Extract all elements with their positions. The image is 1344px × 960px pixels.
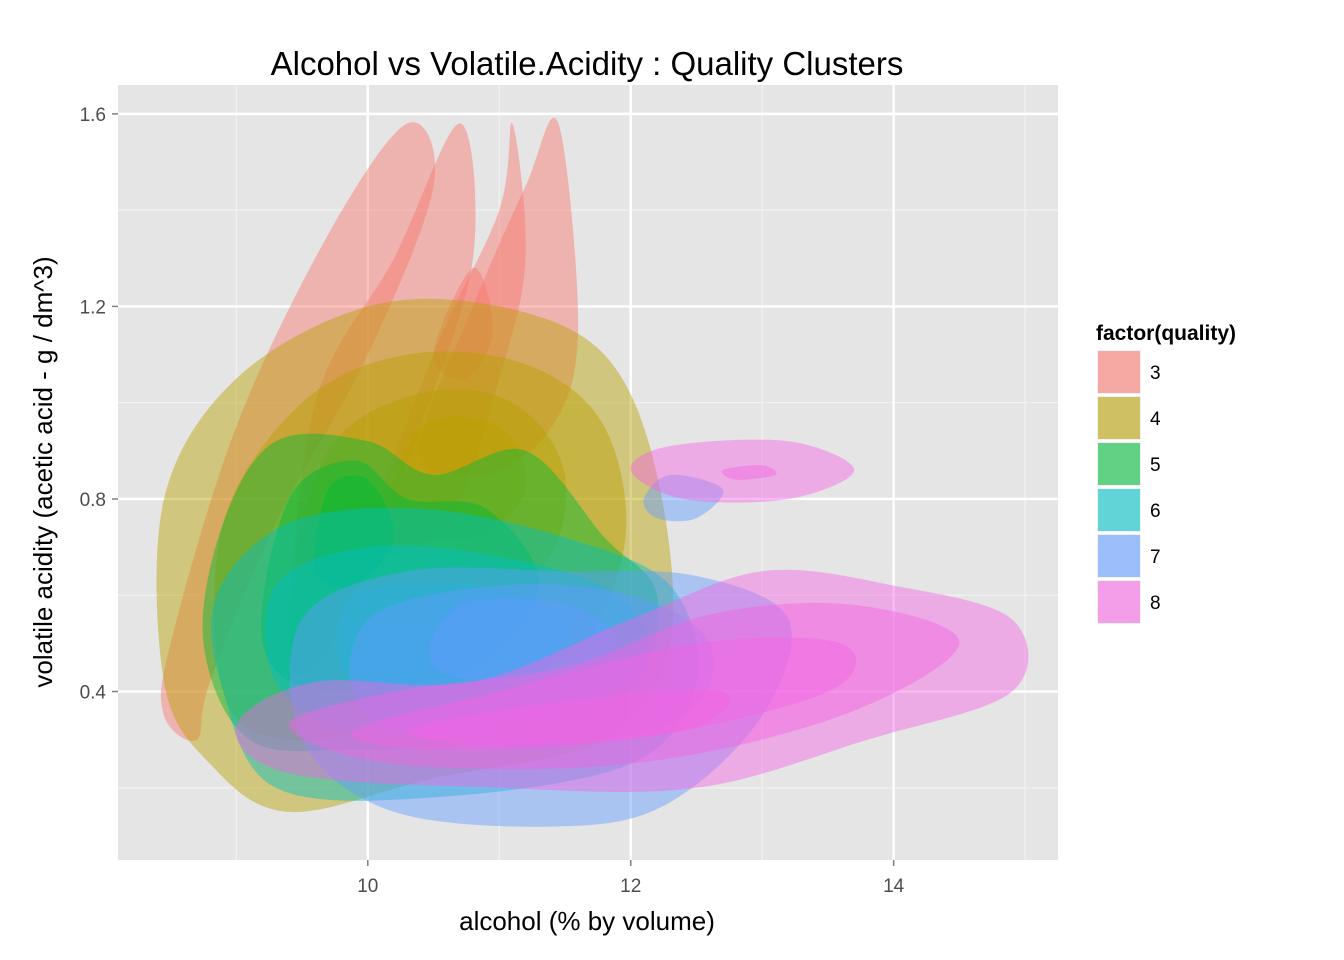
density-contour-4 xyxy=(156,298,674,813)
legend-item-7: 7 xyxy=(1095,532,1161,580)
density-contour-8 xyxy=(235,569,1029,792)
legend-label: 3 xyxy=(1150,363,1161,384)
x-tick-label: 14 xyxy=(883,876,905,897)
density-series-5 xyxy=(202,433,659,752)
density-contour-3 xyxy=(367,122,526,560)
density-contour-8 xyxy=(630,439,855,503)
legend-label: 8 xyxy=(1150,593,1161,614)
density-contour-8 xyxy=(721,465,777,480)
y-tick-label: 1.6 xyxy=(80,105,106,126)
y-tick-label: 1.2 xyxy=(80,297,106,318)
density-series-7 xyxy=(289,474,792,827)
legend-label: 6 xyxy=(1150,501,1161,522)
legend-title: factor(quality) xyxy=(1096,322,1236,345)
legend-item-5: 5 xyxy=(1095,440,1161,488)
legend-item-4: 4 xyxy=(1095,394,1161,442)
legend-label: 5 xyxy=(1150,455,1161,476)
density-series-3 xyxy=(160,117,579,741)
density-contour-5 xyxy=(261,460,539,693)
y-tick-label: 0.8 xyxy=(80,490,106,511)
legend-swatch xyxy=(1098,351,1140,393)
density-contour-7 xyxy=(643,474,724,522)
density-series-8 xyxy=(235,439,1029,792)
density-contour-4 xyxy=(296,389,567,622)
density-contour-3 xyxy=(288,123,476,676)
density-contour-6 xyxy=(336,583,568,693)
density-contour-8 xyxy=(351,637,857,750)
density-layers xyxy=(156,117,1029,827)
x-tick-label: 12 xyxy=(620,876,641,897)
x-axis-ticks: 10 12 14 xyxy=(357,860,905,897)
density-contour-7 xyxy=(289,567,792,827)
density-contour-5 xyxy=(202,433,659,752)
density-contour-3 xyxy=(420,117,579,477)
chart-title: Alcohol vs Volatile.Acidity : Quality Cl… xyxy=(271,45,904,82)
density-contour-4 xyxy=(214,351,627,741)
legend-swatch xyxy=(1098,489,1140,531)
y-tick-label: 0.4 xyxy=(80,683,107,704)
density-contour-4 xyxy=(391,416,527,541)
legend-swatch xyxy=(1098,397,1140,439)
density-series-4 xyxy=(156,298,674,813)
legend-swatch xyxy=(1098,443,1140,485)
legend-label: 4 xyxy=(1150,409,1161,430)
x-tick-label: 10 xyxy=(357,876,378,897)
grid-lines xyxy=(118,85,1058,860)
density-contour-7 xyxy=(428,598,619,684)
legend-swatch xyxy=(1098,535,1140,577)
density-contour-6 xyxy=(211,507,699,801)
x-axis-title: alcohol (% by volume) xyxy=(459,906,715,936)
density-series-6 xyxy=(211,507,699,801)
y-axis-title: volatile acidity (acetic acid - g / dm^3… xyxy=(28,256,58,687)
legend-item-6: 6 xyxy=(1095,486,1161,534)
legend-item-3: 3 xyxy=(1095,348,1161,396)
legend-label: 7 xyxy=(1150,547,1161,568)
plot-panel xyxy=(118,85,1058,860)
legend-swatch xyxy=(1098,581,1140,623)
density-contour-7 xyxy=(349,584,714,750)
legend: factor(quality) 3 4 5 6 7 8 xyxy=(1095,322,1236,626)
density-contour-3 xyxy=(433,267,493,380)
density-contour-5 xyxy=(314,475,395,588)
y-axis-ticks: 0.4 0.8 1.2 1.6 xyxy=(80,105,118,704)
density-contour-3 xyxy=(160,122,436,741)
density-contour-8 xyxy=(288,602,960,770)
density-contour-8 xyxy=(405,690,731,745)
density-contour-6 xyxy=(265,545,650,738)
legend-item-8: 8 xyxy=(1095,578,1161,626)
